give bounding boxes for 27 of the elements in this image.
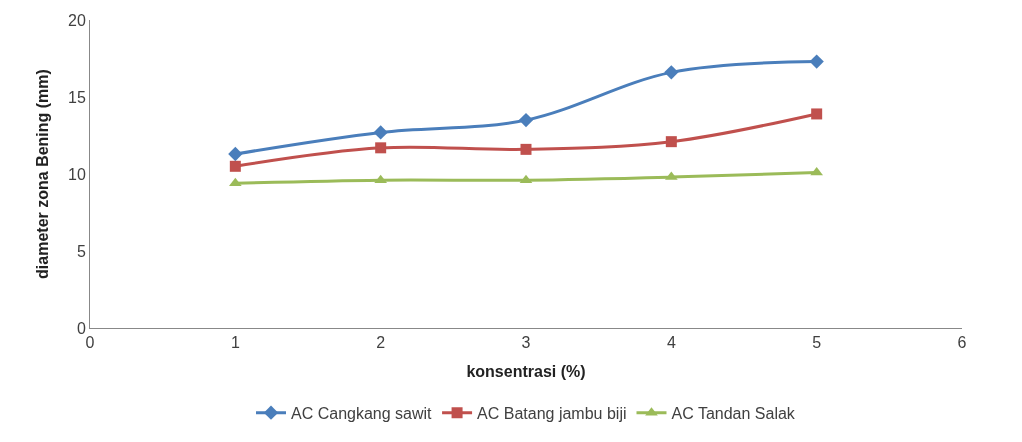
x-axis-title: konsentrasi (%) xyxy=(466,362,586,380)
y-tick-label: 5 xyxy=(76,242,86,260)
point xyxy=(373,125,388,140)
x-tick-label: 3 xyxy=(521,334,531,352)
y-axis-title: diameter zona Bening (mm) xyxy=(33,69,51,279)
legend-label: AC Tandan Salak xyxy=(671,404,796,422)
x-tick-label: 4 xyxy=(666,334,676,352)
legend-label: AC Cangkang sawit xyxy=(291,404,433,422)
point xyxy=(229,160,241,172)
point xyxy=(665,136,677,148)
x-tick-label: 1 xyxy=(230,334,240,352)
point xyxy=(518,112,534,128)
point xyxy=(228,146,243,162)
y-tick-label: 0 xyxy=(76,319,86,337)
y-tick-label: 10 xyxy=(68,165,86,183)
legend-label: AC Batang jambu biji xyxy=(477,404,627,422)
x-tick-label: 6 xyxy=(957,334,967,352)
y-tick-label: 15 xyxy=(68,88,86,106)
point xyxy=(520,143,532,155)
y-tick-label: 20 xyxy=(68,11,86,29)
point xyxy=(375,142,387,154)
point xyxy=(810,166,824,176)
x-tick-label: 2 xyxy=(376,334,386,352)
point xyxy=(809,54,824,69)
x-tick-label: 5 xyxy=(812,334,822,352)
point xyxy=(811,108,823,120)
point xyxy=(664,65,679,80)
